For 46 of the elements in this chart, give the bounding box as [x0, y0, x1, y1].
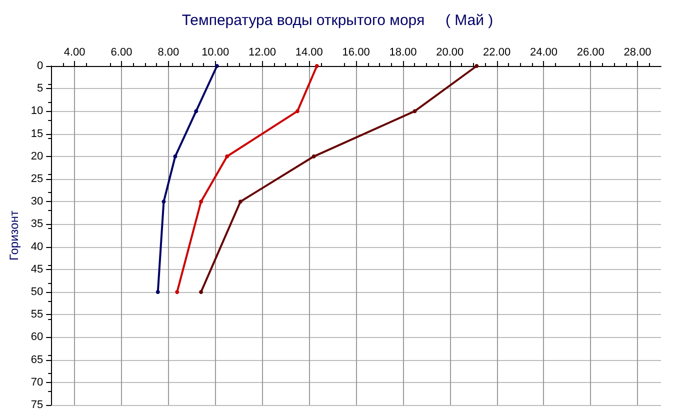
x-tick-label: 14.00 — [295, 46, 323, 58]
x-tick-label: 24.00 — [530, 46, 558, 58]
y-tick-label: 60 — [30, 331, 44, 344]
y-axis-title: Горизонт — [7, 210, 21, 260]
x-tick-label: 16.00 — [342, 46, 370, 58]
y-tick-label: 15 — [30, 128, 44, 140]
x-tick-label: 10.00 — [202, 46, 230, 58]
y-tick-label: 55 — [30, 308, 44, 321]
y-tick-label: 70 — [30, 376, 44, 388]
point — [156, 290, 160, 294]
x-tick-label: 4.00 — [64, 46, 86, 58]
x-tick-label: 8.00 — [158, 46, 180, 58]
point — [199, 200, 204, 204]
point — [238, 200, 242, 204]
point — [314, 64, 319, 68]
point — [162, 200, 166, 204]
y-tick-label: 30 — [30, 196, 44, 208]
point — [312, 154, 316, 158]
y-tick-label: 65 — [30, 354, 44, 366]
y-tick-label: 5 — [37, 82, 44, 95]
point — [199, 290, 204, 294]
point — [412, 109, 417, 114]
x-tick-label: 28.00 — [624, 46, 652, 58]
point — [173, 154, 178, 158]
y-tick-label: 0 — [37, 60, 44, 72]
point — [194, 109, 198, 114]
y-tick-label: 45 — [30, 263, 44, 276]
y-tick-label: 40 — [30, 240, 44, 253]
y-tick-label: 20 — [30, 150, 44, 162]
y-tick-label: 75 — [30, 399, 44, 411]
point — [214, 64, 219, 68]
x-tick-label: 6.00 — [110, 46, 132, 58]
x-tick-label: 20.00 — [436, 46, 464, 58]
x-tick-label: 26.00 — [576, 46, 604, 58]
point — [474, 64, 479, 68]
point — [225, 154, 230, 158]
point — [295, 109, 300, 114]
y-tick-label: 10 — [30, 105, 44, 118]
x-tick-label: 18.00 — [389, 46, 417, 58]
chart-title: Температура воды открытого моря ( Май ) — [182, 12, 494, 29]
y-tick-label: 25 — [30, 173, 44, 185]
x-tick-label: 22.00 — [483, 46, 511, 58]
y-tick-label: 35 — [30, 218, 44, 230]
point — [175, 290, 180, 294]
y-tick-label: 50 — [30, 286, 44, 298]
x-tick-label: 12.00 — [248, 46, 276, 58]
